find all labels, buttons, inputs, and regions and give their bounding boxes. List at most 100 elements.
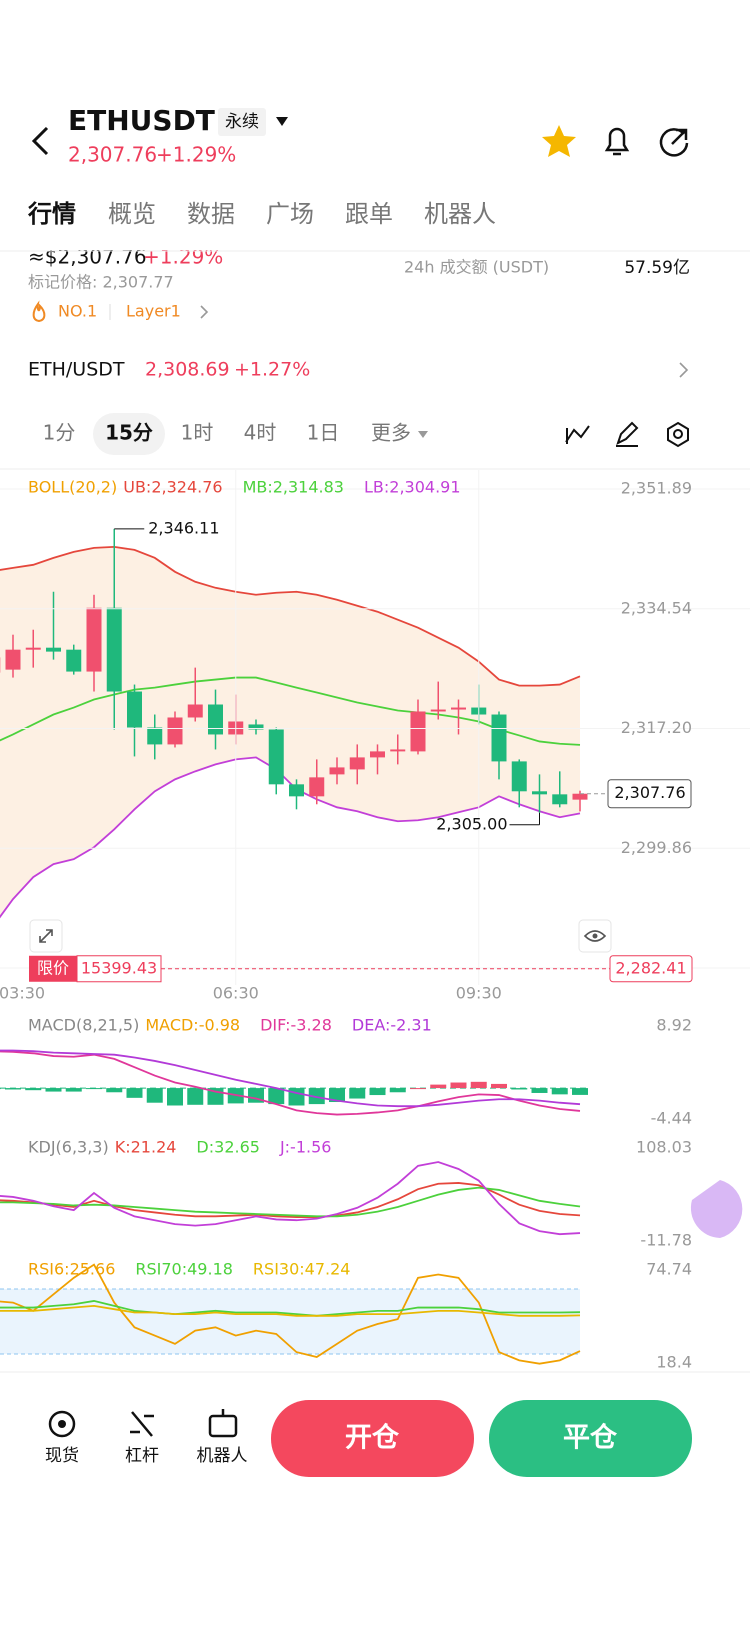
interval-selected-bg — [93, 413, 165, 455]
y-tick-label: 18.4 — [656, 1353, 692, 1372]
interval[interactable]: 4时 — [244, 421, 277, 445]
tab[interactable]: 数据 — [187, 200, 235, 228]
y-tick-label: 2,317.20 — [621, 718, 692, 737]
tag[interactable]: Layer1 — [126, 302, 181, 321]
limit-type-bg — [29, 955, 77, 982]
indicator-line — [0, 1186, 581, 1218]
macd-bar — [450, 1082, 467, 1089]
annotation: 2,346.11 — [148, 518, 219, 537]
spot-change: +1.27% — [234, 359, 310, 381]
interval[interactable]: 1日 — [307, 421, 340, 445]
annotation: 2,305.00 — [436, 814, 507, 833]
interval[interactable]: 1分 — [43, 421, 76, 445]
legend-entry: LB:2,304.91 — [364, 478, 461, 497]
chevron — [200, 305, 209, 319]
macd-bar — [349, 1088, 366, 1099]
legend-entry: RSI6:25.66 — [28, 1260, 115, 1279]
macd-bar — [187, 1088, 204, 1105]
draw-icon[interactable] — [616, 421, 639, 447]
rsi-band — [0, 1289, 580, 1354]
nav-label[interactable]: 杠杆 — [125, 1446, 159, 1466]
limit-tag-label: 2,282.41 — [615, 958, 686, 977]
macd-bar — [146, 1088, 163, 1103]
tab[interactable]: 跟单 — [345, 200, 393, 228]
macd-bar — [308, 1088, 325, 1105]
expand-icon — [39, 929, 53, 943]
close-button[interactable] — [489, 1400, 692, 1477]
macd-bar — [389, 1088, 406, 1093]
share[interactable] — [659, 128, 689, 157]
y-tick-label: 2,351.89 — [621, 479, 692, 498]
interval[interactable]: 更多 — [371, 421, 411, 445]
chevron — [679, 362, 689, 378]
panel — [0, 1161, 581, 1236]
macd-bar — [106, 1088, 123, 1093]
candle-body — [532, 791, 547, 795]
limit-price-bg[interactable] — [76, 955, 162, 983]
price: 2,307.76 — [68, 143, 157, 167]
macd-bar — [167, 1088, 183, 1106]
macd-bar — [126, 1088, 143, 1098]
candle-body — [106, 607, 122, 692]
macd-bar — [369, 1088, 386, 1096]
candle-body — [491, 714, 507, 762]
macd-bar — [45, 1088, 62, 1092]
macd-bar — [86, 1088, 102, 1090]
limit-price: 15399.43 — [81, 958, 157, 977]
eye-icon — [583, 930, 607, 942]
panel — [0, 1049, 590, 1116]
candle-body — [451, 707, 466, 710]
nav-label[interactable]: 机器人 — [197, 1446, 248, 1466]
macd-bar — [410, 1088, 426, 1090]
macd-bar — [268, 1088, 285, 1105]
candle-body — [127, 691, 142, 728]
volume-label: 24h 成交额 (USDT) — [404, 258, 549, 277]
candle-body — [268, 729, 284, 785]
change: +1.29% — [156, 143, 236, 167]
settings-icon[interactable] — [667, 421, 689, 448]
candle-body — [66, 649, 82, 672]
nav-label[interactable]: 现货 — [45, 1446, 79, 1466]
candle-body — [248, 724, 264, 730]
legend-title: BOLL(20,2) — [28, 478, 117, 497]
interval[interactable]: 1时 — [181, 421, 214, 445]
y-tick-label: 108.03 — [636, 1138, 692, 1157]
robot-icon[interactable] — [208, 1414, 238, 1438]
tab[interactable]: 机器人 — [424, 200, 496, 228]
open-button[interactable] — [271, 1400, 474, 1477]
rank[interactable]: NO.1 — [58, 302, 97, 321]
spot-price: 2,308.69 — [145, 359, 230, 381]
favorite[interactable] — [542, 125, 576, 157]
tab[interactable]: 广场 — [266, 200, 314, 228]
legend-entry: RSI70:49.18 — [135, 1260, 233, 1279]
legend-entry: RSI30:47.24 — [253, 1260, 351, 1279]
margin-icon[interactable] — [130, 1411, 154, 1437]
candle-body — [208, 704, 223, 735]
limit-tag — [609, 955, 693, 983]
spot-pair[interactable]: ETH/USDT — [28, 359, 125, 381]
candle-body — [147, 727, 163, 745]
indicator-line — [0, 1050, 581, 1116]
legend-entry: DEA:-2.31 — [352, 1016, 432, 1035]
alert[interactable] — [604, 127, 630, 156]
x-tick-label: 03:30 — [0, 984, 45, 1003]
interval[interactable]: 15分 — [105, 421, 153, 445]
legend-entry: UB:2,324.76 — [123, 478, 222, 497]
mark-price: 标记价格: 2,307.77 — [28, 273, 174, 292]
candle-body — [25, 647, 41, 650]
macd-bar — [0, 1088, 1, 1090]
spot-icon[interactable] — [48, 1410, 76, 1438]
badge-bg — [218, 108, 266, 136]
legend-entry: K:21.24 — [115, 1138, 177, 1157]
chat-bubble[interactable] — [690, 1180, 743, 1238]
dropdown[interactable] — [276, 117, 288, 126]
close-label: 平仓 — [563, 1423, 618, 1454]
indicator-icon[interactable] — [565, 425, 590, 444]
y-tick-label: 2,299.86 — [621, 838, 692, 857]
indicator-line — [0, 1263, 581, 1365]
tab[interactable]: 行情 — [27, 200, 76, 228]
tab[interactable]: 概览 — [108, 200, 156, 228]
back-button[interactable] — [31, 126, 49, 156]
macd-bar — [5, 1088, 21, 1090]
